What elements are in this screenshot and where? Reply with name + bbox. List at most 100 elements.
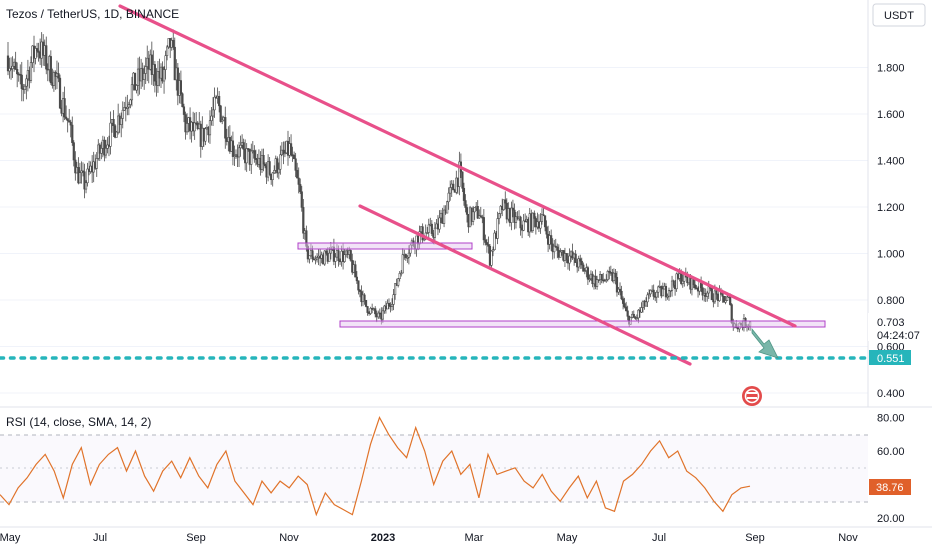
candle <box>580 257 583 269</box>
price-axis[interactable]: USDT 1.8001.6001.4001.2001.0000.8000.600… <box>867 0 932 407</box>
time-tick-label: May <box>557 532 578 544</box>
chart-drawings <box>0 4 870 366</box>
candle <box>334 252 337 268</box>
candle <box>485 238 489 253</box>
candle <box>254 149 257 166</box>
candle <box>605 274 608 283</box>
price-tick-label: 1.400 <box>877 156 905 168</box>
candle <box>545 220 548 239</box>
candle <box>153 60 156 93</box>
candle <box>664 283 668 301</box>
lower-trendline[interactable] <box>358 204 692 366</box>
candle <box>681 274 684 288</box>
candle <box>52 70 56 92</box>
candle <box>498 212 501 225</box>
rsi-tick-label: 60.00 <box>877 446 905 458</box>
candle <box>363 293 366 305</box>
candle <box>20 61 23 102</box>
down-arrow-icon[interactable] <box>751 327 779 359</box>
candle <box>6 42 10 76</box>
candle <box>621 296 625 310</box>
candle <box>452 180 455 191</box>
candle <box>45 36 48 75</box>
candle <box>204 127 207 146</box>
candle <box>273 165 276 175</box>
candle <box>66 118 69 133</box>
candle <box>608 266 611 280</box>
candle <box>323 250 326 266</box>
candle <box>354 260 357 278</box>
candle <box>666 293 669 300</box>
candle <box>675 272 678 292</box>
candle <box>579 254 582 269</box>
candle <box>386 299 389 310</box>
candle <box>514 211 518 229</box>
candle <box>57 62 60 83</box>
candle <box>706 290 709 302</box>
candle <box>626 305 629 321</box>
symbol-title[interactable]: Tezos / TetherUS, 1D, BINANCE <box>6 7 179 21</box>
candle <box>588 274 591 283</box>
support-zone-rectangle[interactable] <box>339 320 826 328</box>
candle <box>693 279 697 290</box>
candle <box>58 74 62 110</box>
currency-button[interactable] <box>872 3 926 27</box>
candle <box>35 42 39 58</box>
candle <box>262 148 265 172</box>
candle <box>632 310 635 318</box>
candle <box>293 151 296 160</box>
candle <box>115 131 118 138</box>
price-gridlines <box>0 67 868 394</box>
candle <box>577 255 580 272</box>
countdown-label: 04:24:07 <box>877 330 920 342</box>
candle <box>465 204 469 223</box>
time-axis[interactable]: May Jul Sep Nov 2023 Mar May Jul Sep Nov <box>0 526 932 544</box>
candle <box>401 248 404 274</box>
candle <box>123 101 126 112</box>
candle <box>513 203 516 230</box>
candle <box>595 275 599 290</box>
candle <box>496 211 499 245</box>
candle <box>487 236 490 254</box>
candle <box>649 289 652 298</box>
candle <box>143 65 146 90</box>
flag-icon[interactable] <box>742 386 762 406</box>
candle <box>390 298 394 311</box>
support-price-badge <box>869 350 911 365</box>
rsi-line <box>0 416 751 517</box>
candle <box>150 41 153 85</box>
candle <box>542 207 545 217</box>
candle <box>421 223 424 243</box>
candle <box>473 207 476 220</box>
candle <box>398 271 401 282</box>
candle <box>282 141 285 165</box>
candle <box>234 149 238 160</box>
time-tick-label: Jul <box>93 532 107 544</box>
candle <box>250 143 253 175</box>
candle <box>49 50 52 85</box>
upper-trendline[interactable] <box>118 4 797 328</box>
candle <box>392 288 395 311</box>
candle <box>25 74 28 100</box>
candle <box>511 199 515 218</box>
candle <box>100 141 103 160</box>
resistance-zone-rectangle[interactable] <box>297 242 473 250</box>
rsi-legend[interactable]: RSI (14, close, SMA, 14, 2) <box>6 415 151 429</box>
candle <box>29 56 33 84</box>
candle <box>701 281 704 301</box>
candle <box>84 180 88 194</box>
candle <box>104 139 108 159</box>
candle <box>442 205 446 228</box>
candle <box>374 306 377 318</box>
candle <box>224 106 227 149</box>
candle <box>166 45 169 61</box>
candle <box>182 103 186 123</box>
candle <box>618 282 622 296</box>
candle <box>565 253 568 264</box>
time-tick-label: Mar <box>465 532 484 544</box>
candle <box>239 135 242 157</box>
candle <box>655 290 658 303</box>
candle <box>233 145 236 166</box>
candle <box>476 200 479 219</box>
